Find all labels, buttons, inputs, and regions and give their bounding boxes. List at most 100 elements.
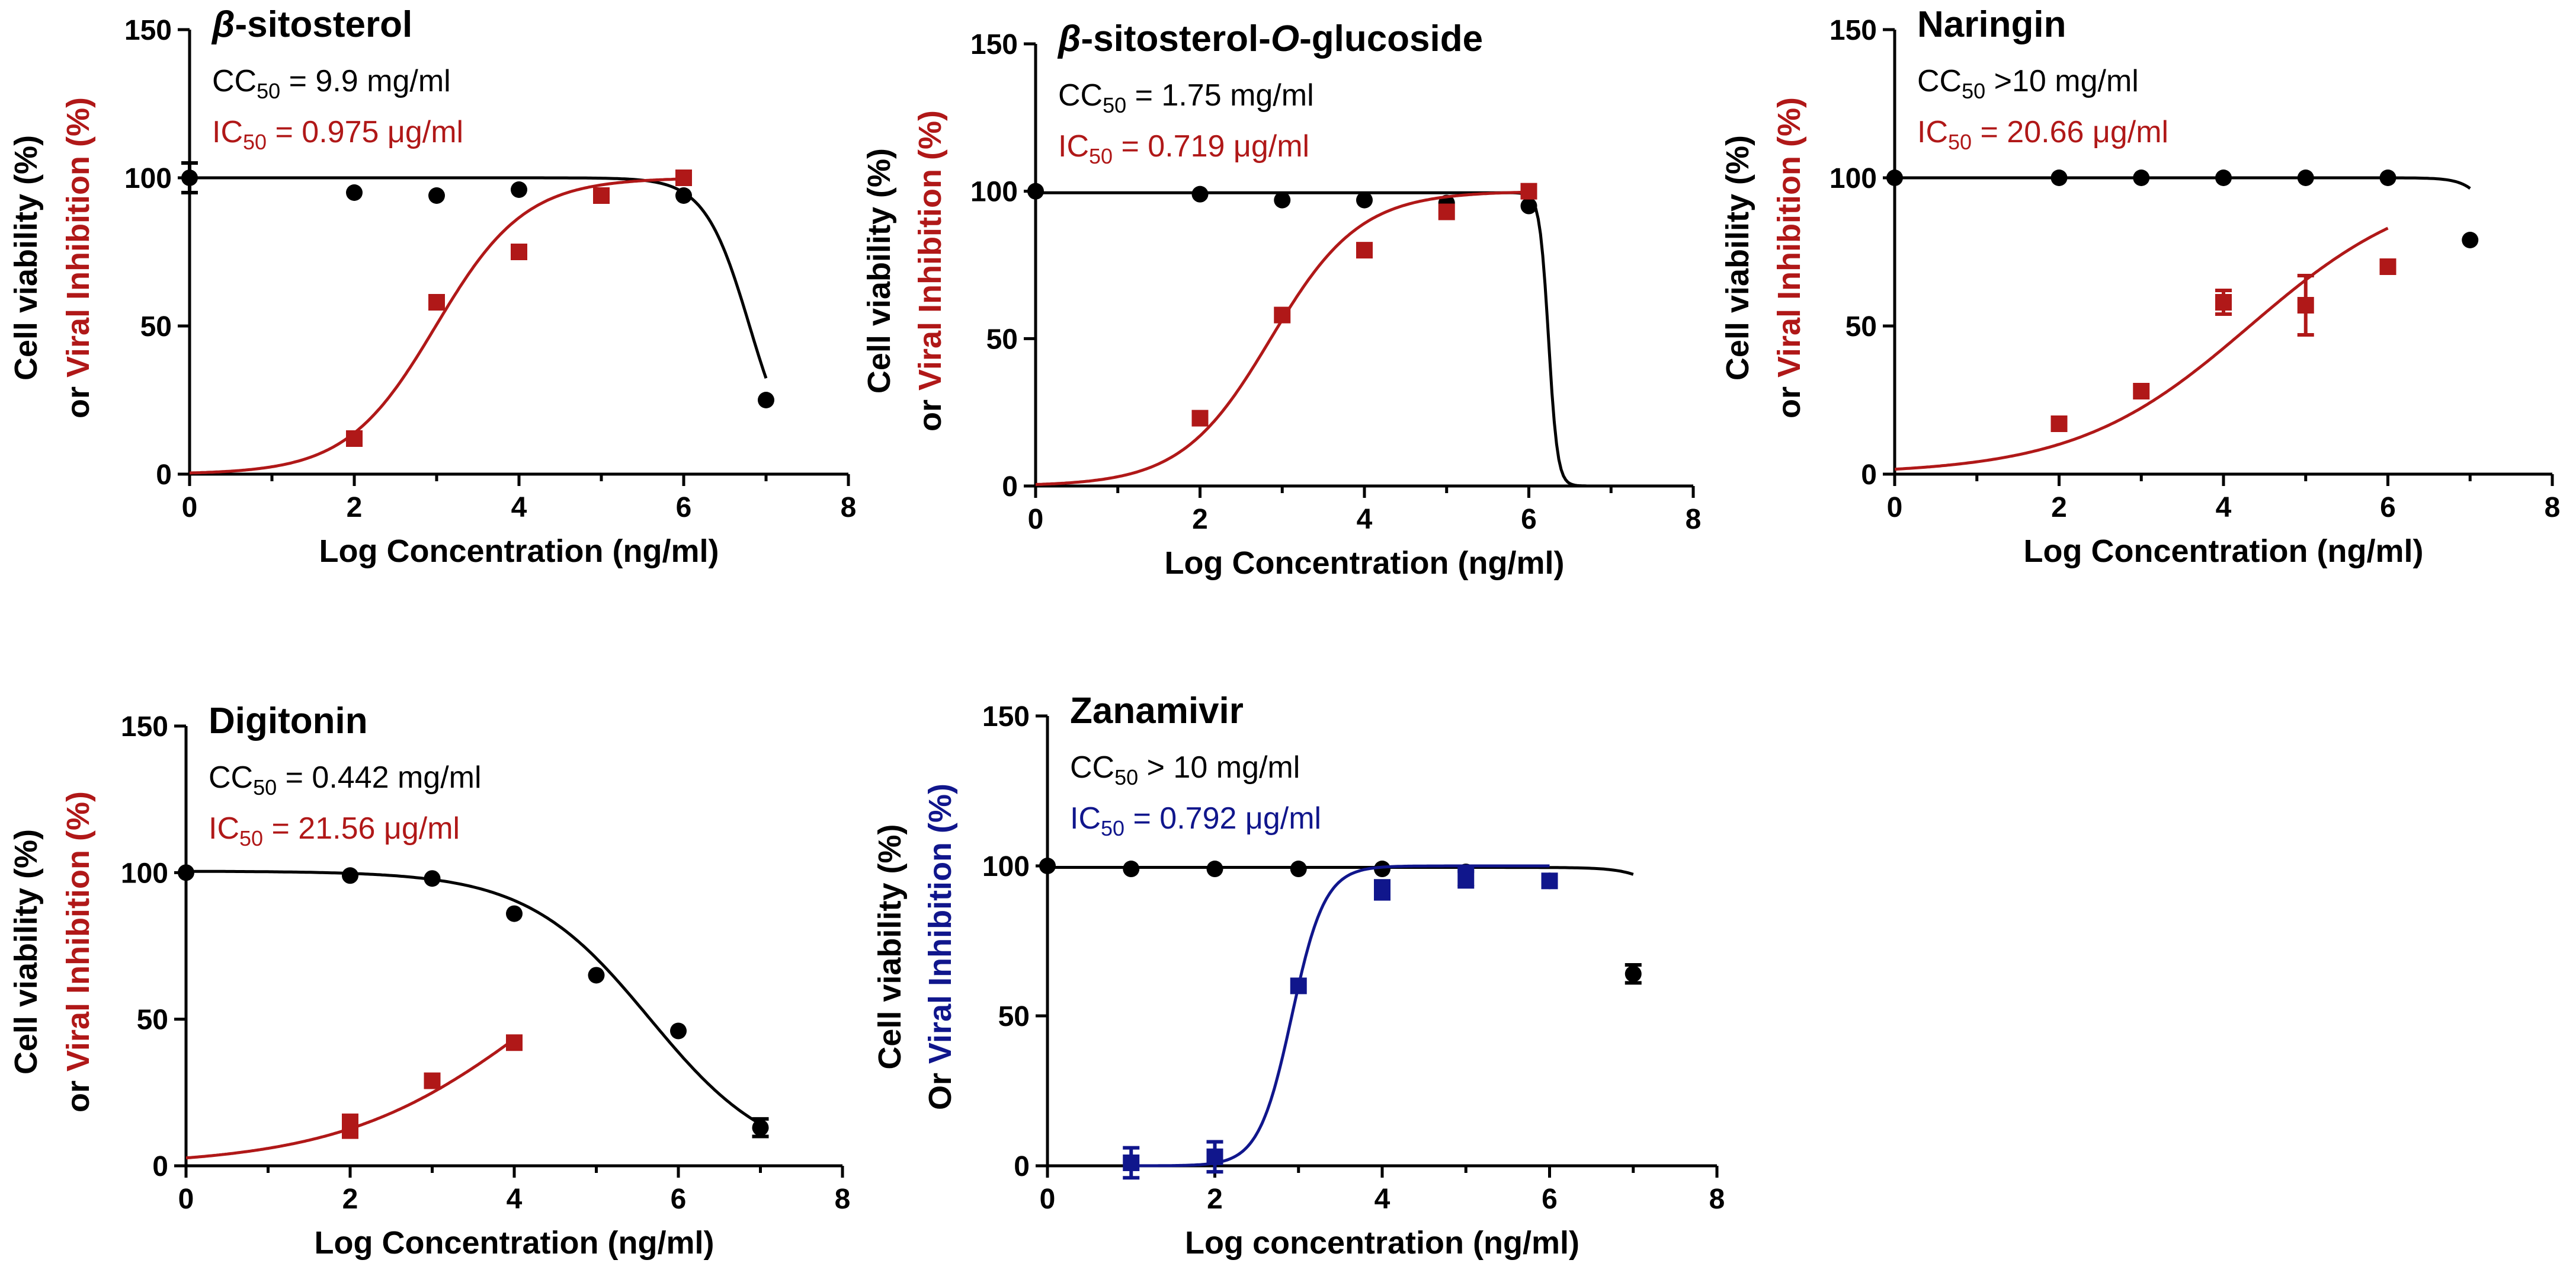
x-tick-label: 8 [1686,504,1702,535]
x-tick-label: 4 [511,492,527,523]
x-axis-label: Log Concentration (ng/ml) [1165,545,1565,581]
data-point [1520,197,1537,215]
x-tick-label: 0 [1887,492,1903,523]
y-tick-label: 100 [982,851,1030,882]
data-point [1123,861,1140,878]
y-axis-label-inhibition: or Viral Inhibition (%) [60,791,96,1112]
y-axis-label-viability: Cell viability (%) [8,829,44,1075]
fit-curve [1131,864,1550,1168]
y-tick-label: 50 [1846,311,1877,343]
chart-title-tail: -glucoside [1299,18,1483,59]
cc50-annotation: CC50 >10 mg/ml [1917,64,2139,103]
y-axis-label-or: Or [922,1073,958,1110]
fit-curve [189,177,684,475]
ic50-value: = 20.66 μg/ml [1972,115,2168,149]
y-axis-label-viral: Viral Inhibition (%) [60,97,96,378]
y-axis-label-viral: Viral Inhibition (%) [912,110,948,391]
x-tick-label: 8 [1709,1184,1725,1215]
x-tick-label: 4 [1357,504,1373,535]
chart-title: Naringin [1917,4,2066,45]
x-tick-label: 6 [2380,492,2396,523]
x-tick-label: 0 [182,492,198,523]
y-axis-label-or: or [912,399,948,431]
ic50-label: IC [209,811,239,846]
y-axis-label-space [60,1072,96,1080]
data-point [1374,881,1390,899]
series-viral-inhibition [189,170,692,475]
data-point [342,1122,358,1139]
data-point [1438,203,1455,220]
cc50-annotation: CC50 = 9.9 mg/ml [212,64,451,103]
cc50-value: > 10 mg/ml [1138,750,1300,785]
ic50-label: IC [1917,115,1948,149]
y-axis-label-space [1771,378,1807,386]
x-tick-label: 8 [2545,492,2561,523]
data-point [2050,170,2068,186]
y-axis-label-or: or [60,386,96,418]
data-point [2297,297,2314,314]
y-tick-label: 50 [998,1001,1030,1032]
data-point [346,430,363,447]
data-point [1123,1154,1140,1171]
y-axis-label-viral: Viral Inhibition (%) [60,791,96,1072]
ic50-subscript: 50 [239,826,263,850]
cc50-subscript: 50 [1103,93,1126,117]
data-point [1290,861,1307,878]
data-point [1274,191,1291,209]
chart-panel-4: 0 50 100 150 0 2 4 6 8 Log Concentration (ng/ml) C… [8,701,850,1261]
y-axis-label-viability: Cell viability (%) [872,824,908,1069]
fit-curve [1047,866,1634,876]
data-point [1290,977,1307,995]
data-point [2133,383,2150,399]
cc50-value: >10 mg/ml [1985,64,2139,98]
data-point [506,905,523,922]
y-tick-label: 100 [970,177,1018,208]
chart-title-text: Digitonin [209,701,368,741]
data-point [2133,170,2150,186]
x-tick-label: 6 [671,1184,687,1215]
data-point [2297,170,2314,186]
x-tick-label: 0 [178,1184,194,1215]
series-cell-viability [178,864,769,1139]
data-point [2050,415,2068,432]
ic50-annotation: IC50 = 0.719 μg/ml [1058,129,1309,168]
data-point [1457,869,1475,887]
series-viral-inhibition [1894,226,2396,471]
fit-curve [1035,190,1529,486]
data-point [1520,183,1537,200]
data-point [181,170,198,186]
y-axis-label-or: or [60,1080,96,1112]
chart-title: Zanamivir [1070,690,1244,731]
cc50-label: CC [1917,64,1962,98]
data-point [342,867,358,884]
y-tick-label: 150 [1830,15,1877,46]
series-cell-viability [1027,183,1587,488]
x-tick-label: 8 [841,492,857,523]
y-tick-label: 0 [1014,1151,1030,1182]
fit-curve [185,1038,515,1160]
chart-title-italic: β [211,4,235,45]
x-tick-label: 6 [676,492,692,523]
y-tick-label: 100 [124,163,172,194]
data-point [506,1034,523,1051]
cc50-value: = 9.9 mg/ml [280,64,451,98]
ic50-subscript: 50 [1101,816,1124,840]
y-tick-label: 150 [121,711,168,743]
cc50-value: = 1.75 mg/ml [1126,78,1313,113]
data-point [178,864,194,881]
y-tick-label: 50 [986,324,1018,355]
fit-curve [1895,176,2471,190]
x-tick-label: 0 [1028,504,1044,535]
data-point [1206,861,1223,878]
data-point [346,184,363,201]
chart-title-rest: -sitosterol [235,4,412,45]
data-point [2462,232,2479,248]
fit-curve [190,176,768,379]
y-axis-label-inhibition: or Viral Inhibition (%) [912,110,948,431]
data-point [675,187,692,204]
fit-curve [1894,226,2389,471]
x-tick-label: 2 [1192,504,1208,535]
x-tick-label: 6 [1521,504,1537,535]
data-point [758,392,774,408]
